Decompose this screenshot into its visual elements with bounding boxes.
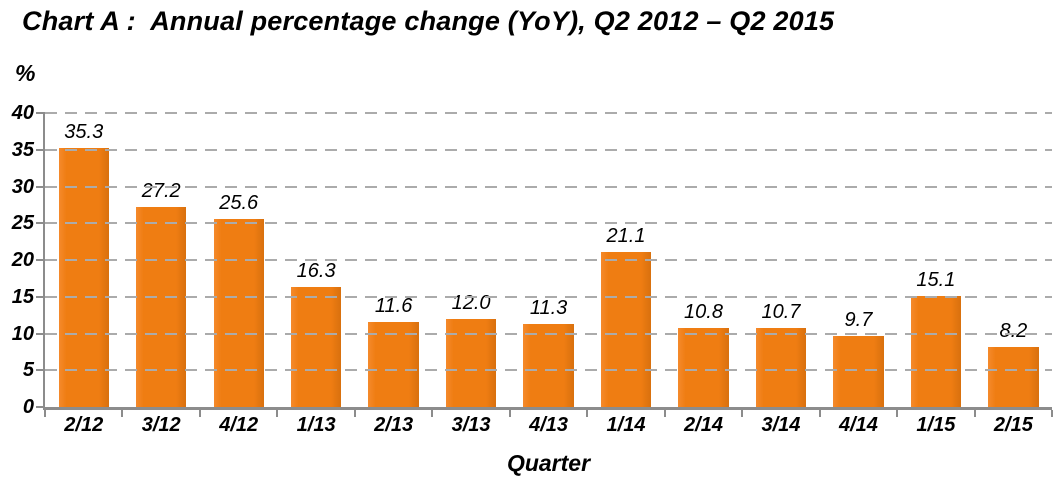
bar-slot: 11.6 <box>355 113 432 407</box>
bar-slot: 8.2 <box>975 113 1052 407</box>
bar-value-label: 9.7 <box>844 308 873 331</box>
bar <box>213 218 264 407</box>
bar-slot: 9.7 <box>820 113 897 407</box>
x-axis-tick-label: 1/15 <box>916 414 956 436</box>
bar <box>678 327 729 407</box>
bar <box>600 251 652 407</box>
y-axis-tick-label: 40 <box>11 102 34 124</box>
y-axis-tick <box>36 332 45 335</box>
y-axis-line <box>43 113 45 410</box>
bar-value-label: 10.7 <box>761 301 801 324</box>
y-axis-tick-label: 15 <box>11 285 34 308</box>
x-axis-tick <box>973 410 976 417</box>
bar-slot: 11.3 <box>510 113 587 407</box>
x-axis-tick <box>353 410 356 417</box>
bar <box>290 287 342 407</box>
y-axis-tick <box>36 295 45 298</box>
x-axis-title: Quarter <box>506 450 591 476</box>
gridline <box>45 222 1052 225</box>
bar-slot: 25.6 <box>200 113 277 407</box>
x-axis-tick-label: 1/14 <box>606 414 646 436</box>
x-axis-line <box>43 407 1052 410</box>
x-axis-tick-labels: 2/12 3/12 4/12 1/13 2/13 3/13 4/13 1/14 2/14 3/14… <box>45 414 1052 437</box>
x-axis-tick-label: 3/14 <box>761 414 801 436</box>
y-axis-tick-label: 20 <box>11 249 34 271</box>
bar-slot: 10.7 <box>742 113 819 407</box>
bar-slot: 16.3 <box>277 113 354 407</box>
bar-value-label: 11.3 <box>529 296 568 319</box>
x-axis-tick <box>741 410 744 417</box>
x-axis-tick-label: 3/12 <box>141 414 181 436</box>
gridline <box>45 185 1052 188</box>
x-axis-tick-label: 1/13 <box>296 414 336 436</box>
x-axis-tick-label: 4/13 <box>529 414 569 436</box>
x-axis-tick-label: 3/13 <box>451 414 491 436</box>
bar-value-label: 11.6 <box>374 294 413 317</box>
x-axis-tick <box>663 410 666 417</box>
bar-value-label: 10.8 <box>684 300 723 323</box>
y-axis-tick-labels: 0 5 10 15 20 25 30 35 40 <box>0 103 34 417</box>
x-axis-tick <box>431 410 434 417</box>
gridline <box>45 259 1052 261</box>
bar-slot: 15.1 <box>897 113 974 407</box>
bar <box>523 323 574 407</box>
bar-value-label: 16.3 <box>296 260 336 283</box>
bar-value-label: 21.1 <box>606 224 646 247</box>
x-axis-tick <box>44 410 46 417</box>
x-axis-tick <box>198 410 201 417</box>
gridline <box>45 295 1052 298</box>
y-axis-unit-label: % <box>15 60 36 86</box>
bar <box>136 207 187 407</box>
y-axis-tick <box>36 185 45 188</box>
x-axis-tick-label: 4/14 <box>838 414 878 436</box>
bar-value-label: 27.2 <box>141 180 181 203</box>
gridline <box>45 148 1052 151</box>
chart-title: Chart A : Annual percentage change (YoY)… <box>22 6 835 36</box>
bar <box>755 328 807 407</box>
bar-value-label: 15.1 <box>916 269 956 292</box>
bar-value-label: 8.2 <box>999 319 1028 342</box>
bar <box>988 346 1039 407</box>
bar-slot: 10.8 <box>665 113 742 407</box>
y-axis-tick <box>36 222 45 225</box>
x-axis-tick <box>818 410 821 417</box>
bar-slot: 21.1 <box>587 113 664 407</box>
y-axis-tick-label: 30 <box>11 175 34 198</box>
x-axis-tick-label: 2/13 <box>374 414 414 436</box>
x-axis-tick-label: 2/12 <box>64 414 104 436</box>
gridline <box>45 112 1052 114</box>
y-axis-tick-label: 5 <box>22 359 34 382</box>
x-axis-tick <box>1051 410 1053 417</box>
y-axis-tick-label: 0 <box>22 396 34 418</box>
bar-value-label: 12.0 <box>451 291 491 314</box>
x-axis-tick-label: 2/15 <box>993 414 1033 436</box>
x-axis-tick <box>586 410 589 417</box>
y-axis-tick <box>36 259 45 261</box>
bar-value-label: 25.6 <box>219 191 259 214</box>
bar <box>368 321 419 407</box>
y-axis-tick <box>36 406 45 408</box>
x-axis-tick <box>896 410 899 417</box>
gridline <box>45 369 1052 372</box>
y-axis-tick <box>36 112 45 114</box>
y-axis-tick <box>36 369 45 372</box>
bar-slot: 35.3 <box>45 113 122 407</box>
y-axis-tick-label: 10 <box>11 322 34 345</box>
bars-container: 35.3 27.2 25.6 16.3 11.6 12.0 11.3 21.1 10.8 10.7… <box>45 113 1052 407</box>
x-axis-tick <box>121 410 124 417</box>
x-axis-tick <box>276 410 279 417</box>
y-axis-tick-label: 25 <box>11 212 34 235</box>
y-axis-tick <box>36 148 45 151</box>
x-axis-tick <box>508 410 511 417</box>
bar <box>910 296 962 407</box>
bar-value-label: 35.3 <box>64 120 104 143</box>
y-axis-tick-label: 35 <box>11 138 34 161</box>
x-axis-tick-label: 4/12 <box>219 414 259 436</box>
bar <box>833 335 884 407</box>
x-axis-tick-label: 2/14 <box>684 414 723 436</box>
plot-area: 35.3 27.2 25.6 16.3 11.6 12.0 11.3 21.1 10.8 10.7… <box>36 112 1053 417</box>
bar <box>58 147 109 407</box>
gridline <box>45 332 1052 335</box>
